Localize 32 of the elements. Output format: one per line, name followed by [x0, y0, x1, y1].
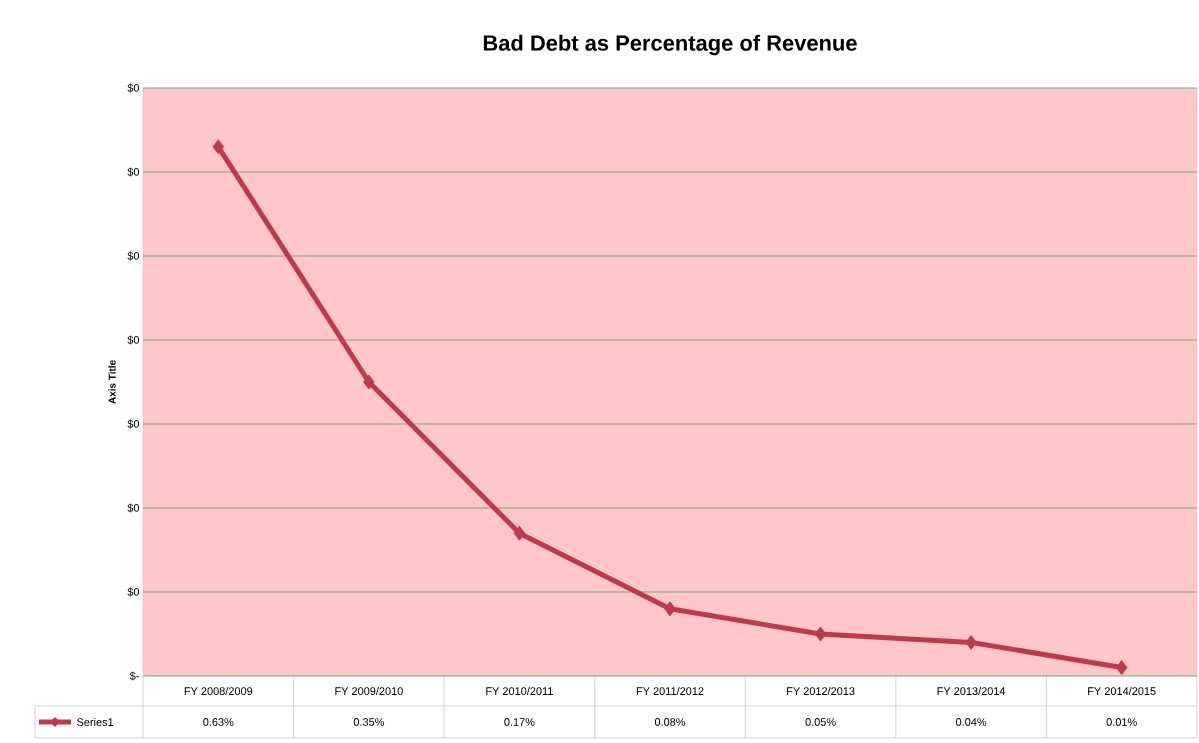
y-tick-label: $0	[127, 419, 140, 429]
x-tick-label: FY 2012/2013	[787, 686, 855, 696]
y-tick-label: $0	[127, 335, 140, 345]
x-tick-label: FY 2008/2009	[184, 686, 253, 696]
point	[814, 626, 827, 642]
point	[1115, 660, 1128, 676]
y-axis-title: Axis Title	[108, 360, 116, 404]
legend-label: Series1	[77, 717, 114, 727]
x-tick-label: FY 2009/2010	[335, 686, 403, 696]
data-label: 0.63%	[203, 718, 234, 726]
chart-title: Bad Debt as Percentage of Revenue	[483, 34, 857, 56]
point	[212, 139, 225, 155]
data-label: 0.17%	[504, 718, 535, 726]
point	[513, 525, 526, 541]
y-tick-label: $0	[127, 251, 140, 261]
y-tick-label: $0	[127, 503, 140, 513]
x-tick-label: FY 2013/2014	[937, 686, 1006, 696]
point	[664, 601, 676, 617]
y-tick-label: $0	[127, 587, 140, 597]
y-tick-label: $0	[127, 167, 140, 177]
data-label: 0.04%	[955, 718, 987, 726]
point	[363, 374, 375, 390]
data-label: 0.01%	[1106, 718, 1137, 726]
point	[965, 634, 977, 650]
x-tick-label: FY 2011/2012	[636, 686, 704, 696]
y-tick-label: $-	[129, 671, 139, 681]
x-tick-label: FY 2010/2011	[486, 686, 553, 696]
y-tick-label: $0	[127, 83, 140, 93]
data-label: 0.08%	[654, 718, 686, 726]
data-label: 0.35%	[353, 718, 385, 726]
data-label: 0.05%	[805, 718, 836, 726]
x-tick-label: FY 2014/2015	[1088, 686, 1156, 696]
